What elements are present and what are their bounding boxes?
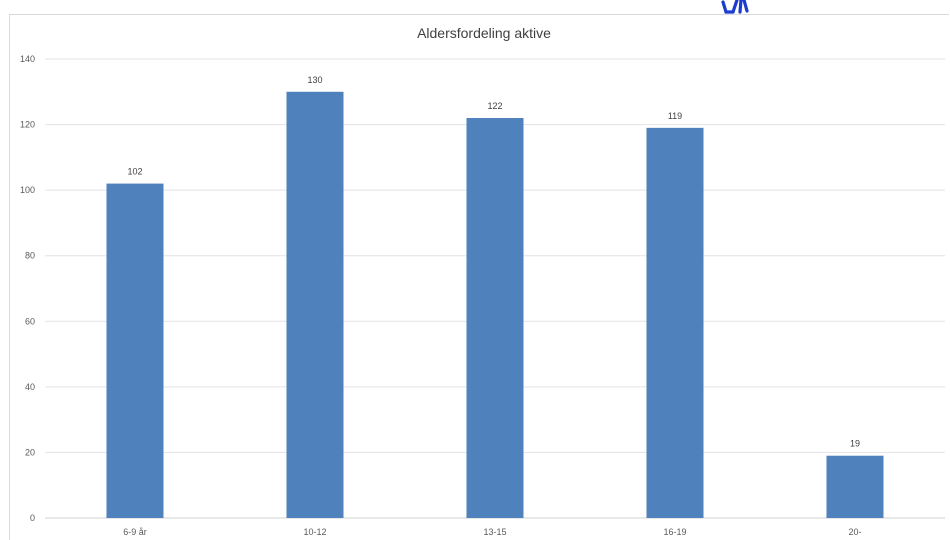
bar-3 bbox=[646, 127, 704, 518]
y-tick-label: 0 bbox=[30, 513, 35, 523]
data-label: 102 bbox=[127, 167, 142, 177]
chart-title: Aldersfordeling aktive bbox=[417, 25, 551, 41]
data-label: 119 bbox=[668, 111, 682, 121]
bar-2 bbox=[466, 118, 524, 518]
y-tick-label: 100 bbox=[20, 185, 35, 195]
y-tick-label: 40 bbox=[25, 382, 35, 392]
club-logo-icon bbox=[721, 0, 749, 14]
x-tick-label: 20- bbox=[848, 527, 861, 537]
y-tick-label: 60 bbox=[25, 316, 35, 326]
bar-1 bbox=[286, 91, 344, 519]
bar-4 bbox=[826, 455, 884, 518]
bar-0 bbox=[106, 183, 164, 519]
y-tick-label: 120 bbox=[20, 120, 35, 130]
data-label: 19 bbox=[850, 439, 860, 449]
data-label: 122 bbox=[487, 101, 502, 111]
x-tick-label: 6-9 år bbox=[123, 527, 147, 537]
x-tick-label: 13-15 bbox=[483, 527, 506, 537]
x-tick-label: 16-19 bbox=[663, 527, 686, 537]
y-tick-label: 140 bbox=[20, 54, 35, 64]
chart-frame bbox=[9, 14, 949, 540]
data-label: 130 bbox=[307, 75, 322, 85]
y-tick-label: 20 bbox=[25, 447, 35, 457]
y-tick-label: 80 bbox=[25, 251, 35, 261]
x-tick-label: 10-12 bbox=[303, 527, 326, 537]
